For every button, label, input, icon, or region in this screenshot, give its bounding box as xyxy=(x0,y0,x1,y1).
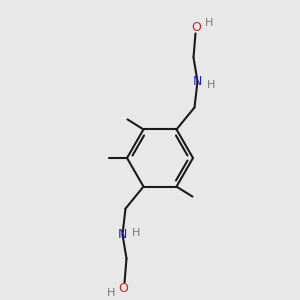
Text: H: H xyxy=(107,288,116,298)
Text: H: H xyxy=(207,80,216,90)
Text: O: O xyxy=(192,21,201,34)
Text: H: H xyxy=(205,18,214,28)
Text: H: H xyxy=(132,228,141,238)
Text: O: O xyxy=(118,282,128,295)
Text: N: N xyxy=(193,75,202,88)
Text: N: N xyxy=(118,228,127,241)
